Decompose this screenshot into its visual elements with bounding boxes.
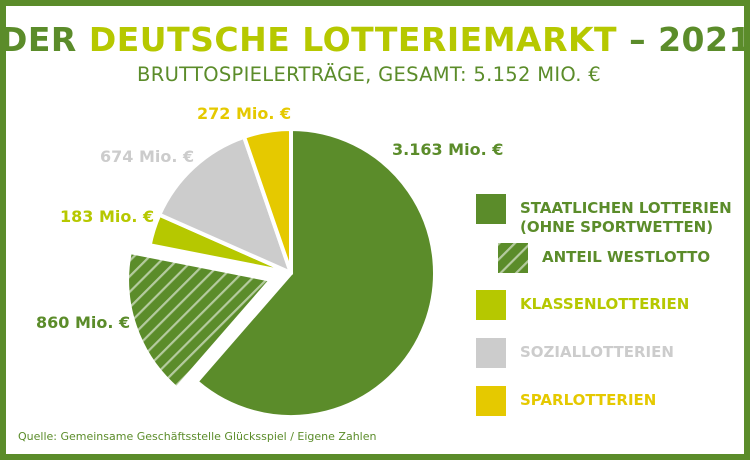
slice-label-klassen: 183 Mio. €: [60, 207, 155, 226]
legend-label-sozial: SOZIALLOTTERIEN: [520, 343, 674, 361]
pie-slice-sozial: [157, 134, 293, 275]
title-part-3: – 2021: [629, 20, 750, 59]
legend-label-westlotto: ANTEIL WESTLOTTO: [542, 248, 711, 266]
pie-slice-spar: [242, 127, 293, 275]
title-part-1: DER: [0, 20, 77, 59]
slice-label-staatlich: 3.163 Mio. €: [392, 140, 504, 159]
slice-label-westlotto: 860 Mio. €: [36, 313, 131, 332]
legend-swatch-spar: [476, 386, 506, 416]
legend-label-staatlich: STAATLICHEN LOTTERIEN (OHNE SPORTWETTEN): [520, 199, 732, 236]
title-part-2: DEUTSCHE LOTTERIEMARKT: [88, 20, 618, 59]
legend-label-klassen: KLASSENLOTTERIEN: [520, 295, 690, 313]
pie-slice-staatlich: [194, 127, 437, 419]
chart-subtitle: BRUTTOSPIELERTRÄGE, GESAMT: 5.152 MIO. €: [137, 63, 601, 86]
chart-title: DER DEUTSCHE LOTTERIEMARKT – 2021: [0, 20, 750, 59]
pie-slice-westlotto: [125, 250, 274, 391]
legend-swatch-klassen: [476, 290, 506, 320]
slice-label-sozial: 674 Mio. €: [100, 147, 195, 166]
legend-swatch-staatlich: [476, 194, 506, 224]
legend-label-spar: SPARLOTTERIEN: [520, 391, 657, 409]
legend-swatch-sozial: [476, 338, 506, 368]
slice-label-spar: 272 Mio. €: [197, 104, 292, 123]
legend-swatch-westlotto: [498, 243, 528, 273]
source-note: Quelle: Gemeinsame Geschäftsstelle Glück…: [18, 430, 377, 443]
